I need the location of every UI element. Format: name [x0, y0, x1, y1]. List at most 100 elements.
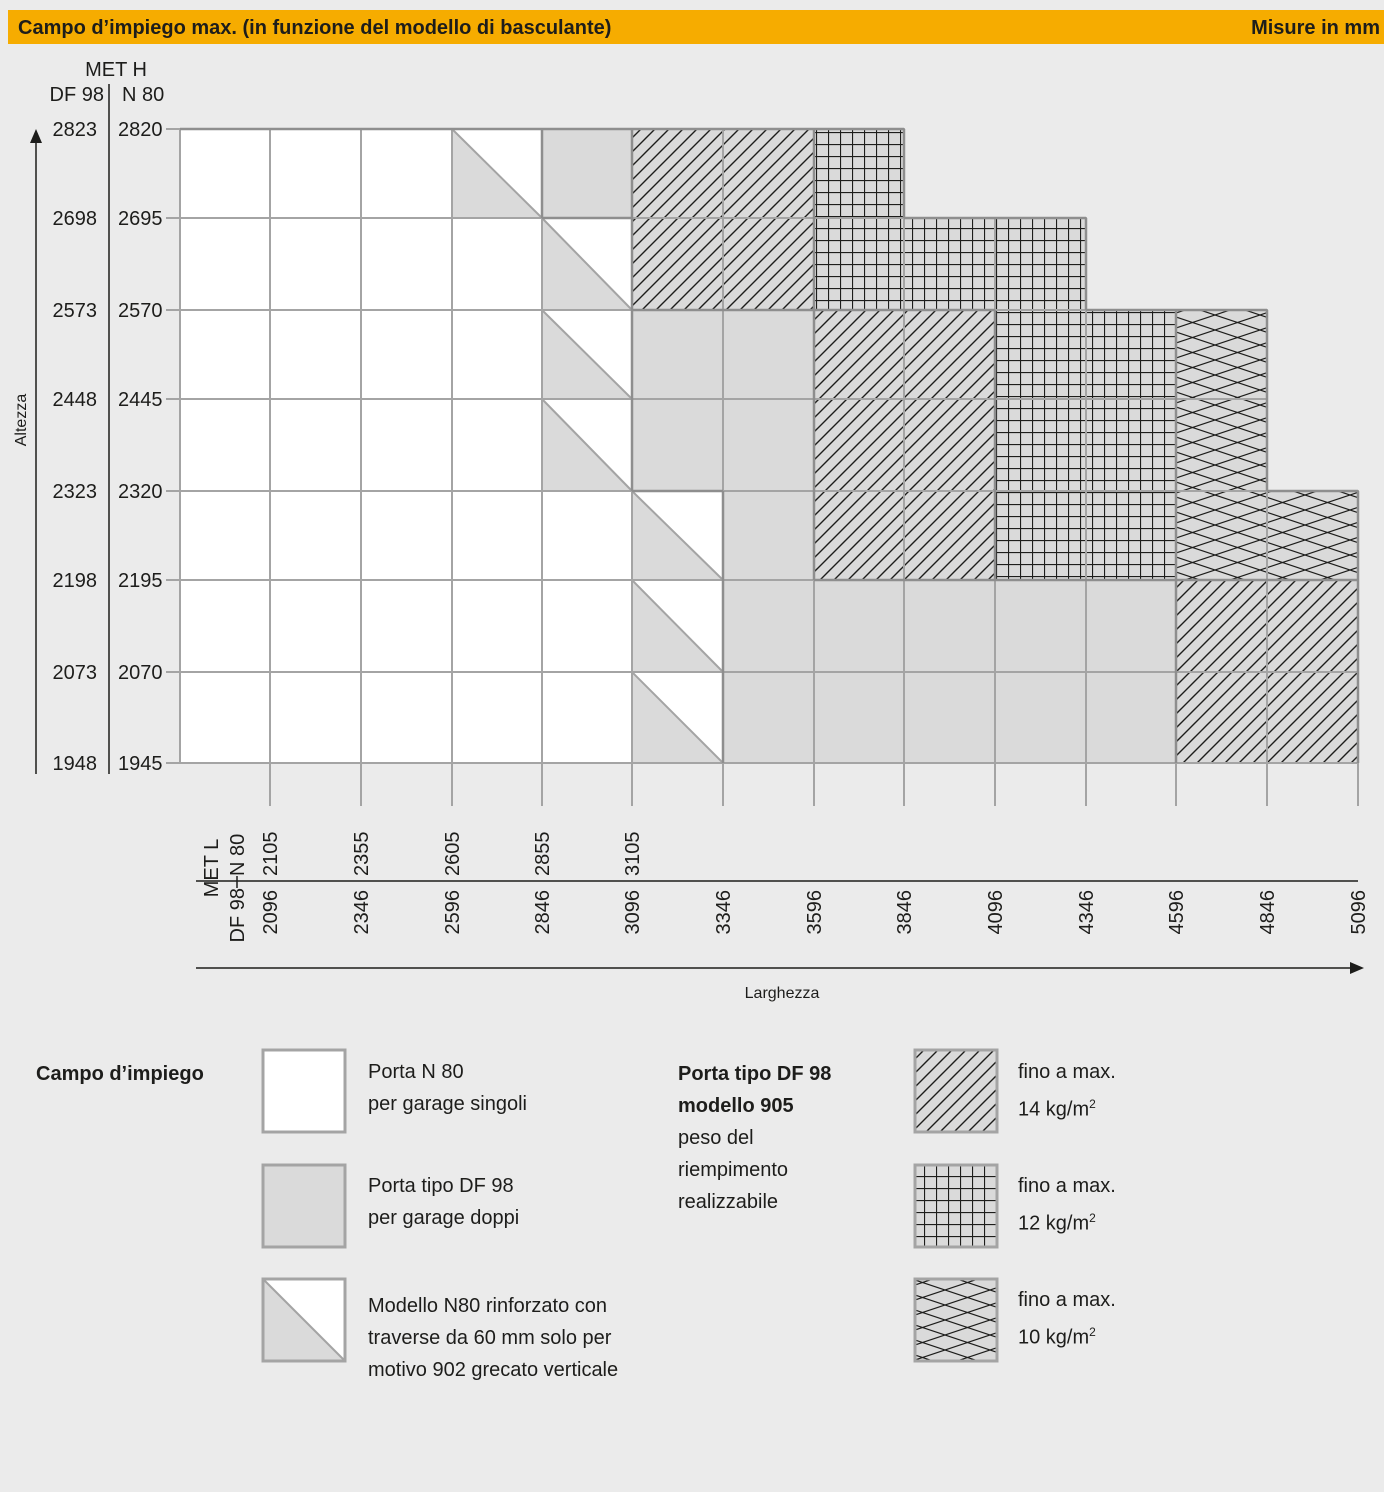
chart-cell-6-6 — [723, 672, 814, 763]
legend-swatch-grey-border — [261, 1163, 347, 1249]
legend-item-line: Modello N80 rinforzato con — [368, 1295, 608, 1317]
chart-cell-2-0 — [180, 310, 270, 399]
chart-cell-3-0 — [180, 399, 270, 491]
chart-cell-6-9 — [995, 672, 1086, 763]
chart-cell-3-6 — [723, 399, 814, 491]
width-tick-df98: 3846 — [894, 890, 916, 935]
width-tick-df98: 2346 — [351, 890, 373, 935]
chart-cell-4-9 — [995, 491, 1086, 580]
chart-cell-4-2 — [361, 491, 452, 580]
width-axis-label: Larghezza — [745, 985, 820, 1002]
chart-cell-6-7 — [814, 672, 904, 763]
chart-cell-3-9 — [995, 399, 1086, 491]
width-tick-df98: 5096 — [1348, 890, 1370, 935]
chart-cell-3-3 — [452, 399, 542, 491]
legend-item-line: Porta tipo DF 98 — [368, 1175, 514, 1197]
legend-swatch-grid-border — [913, 1163, 999, 1249]
chart-cell-1-0 — [180, 218, 270, 310]
chart-cell-6-0 — [180, 672, 270, 763]
width-tick-df98: 2596 — [442, 890, 464, 935]
width-tick-df98: 3596 — [804, 890, 826, 935]
chart-cell-4-7 — [814, 491, 904, 580]
cell-split-line — [541, 398, 633, 492]
chart-cell-5-0 — [180, 580, 270, 672]
width-arrow-head — [1350, 962, 1364, 974]
chart-cell-6-11 — [1176, 672, 1267, 763]
height-df98-label: DF 98 — [50, 84, 104, 106]
legend-swatch-diagonal-border — [913, 1048, 999, 1134]
cell-split-line — [631, 579, 724, 673]
legend-item-n80: Porta N 80 per garage singoli — [368, 1056, 527, 1120]
legend-item-line: Porta N 80 — [368, 1061, 464, 1083]
chart-cell-1-7 — [814, 218, 904, 310]
height-tick-n80: 2070 — [118, 662, 163, 684]
chart-cell-5-7 — [814, 580, 904, 672]
cell-split-line — [541, 217, 633, 311]
chart-cell-0-4 — [542, 129, 632, 218]
width-tick-df98: 3346 — [713, 890, 735, 935]
cell-split-line — [631, 671, 724, 764]
chart-cell-4-8 — [904, 491, 995, 580]
height-tick-df98: 2198 — [53, 570, 98, 592]
chart-cell-2-8 — [904, 310, 995, 399]
legend-swatch-grey — [263, 1165, 345, 1247]
legend-item-n80-reinforced: Modello N80 rinforzato con traverse da 6… — [368, 1290, 618, 1386]
chart-cell-0-1 — [270, 129, 361, 218]
chart-cell-6-10 — [1086, 672, 1176, 763]
chart-cell-3-7 — [814, 399, 904, 491]
chart-cell-5-1 — [270, 580, 361, 672]
legend-section-label: Campo d’impiego — [36, 1063, 204, 1085]
width-tick-n80: 2605 — [442, 832, 464, 877]
legend-weight-value: 12 kg/m — [1018, 1212, 1090, 1235]
chart-cell-0-7 — [814, 129, 904, 218]
chart-cell-3-11 — [1176, 399, 1267, 491]
chart-cell-2-5 — [632, 310, 723, 399]
width-tick-n80: 2355 — [351, 832, 373, 877]
chart-cell-3-1 — [270, 399, 361, 491]
legend-swatch-cross — [915, 1279, 997, 1361]
chart-cell-5-3 — [452, 580, 542, 672]
height-tick-n80: 2695 — [118, 208, 163, 230]
chart-grid — [179, 127, 1360, 764]
legend-weight-14: fino a max. 14 kg/m2 — [1018, 1056, 1116, 1126]
cell-split-line — [631, 490, 724, 581]
legend-swatch-grid — [915, 1165, 997, 1247]
chart-axes: MET H DF 98 N 80 Altezza 2823 2698 2573 2448 232… — [13, 59, 1370, 1002]
width-tick-n80: 3105 — [622, 832, 644, 877]
legend-weight-value: 10 kg/m — [1018, 1326, 1090, 1349]
legend-weight-10: fino a max. 10 kg/m2 — [1018, 1284, 1116, 1354]
height-tick-df98: 2448 — [53, 389, 98, 411]
page-title: Campo d’impiego max. (in funzione del mo… — [18, 17, 612, 39]
width-tick-n80: 2105 — [260, 832, 282, 877]
legend-weight-exponent: 2 — [1089, 1097, 1096, 1111]
cell-split-line — [262, 1278, 346, 1362]
chart-cell-4-0 — [180, 491, 270, 580]
legend-weight-exponent: 2 — [1089, 1211, 1096, 1225]
chart-cell-0-6 — [723, 129, 814, 218]
legend-swatch-split-border — [261, 1277, 347, 1363]
chart-cell-2-2 — [361, 310, 452, 399]
chart-cell-5-9 — [995, 580, 1086, 672]
legend-df98-model: modello 905 — [678, 1095, 794, 1117]
chart-cell-4-10 — [1086, 491, 1176, 580]
legend-df98-line: riempimento — [678, 1159, 789, 1181]
legend-swatch-diagonal — [915, 1050, 997, 1132]
chart-cell-6-3 — [452, 672, 542, 763]
chart-cell-4-1 — [270, 491, 361, 580]
chart-cell-3-8 — [904, 399, 995, 491]
chart-cell-6-8 — [904, 672, 995, 763]
width-tick-df98: 3096 — [622, 890, 644, 935]
legend-df98-line: peso del — [678, 1127, 754, 1149]
legend-df98-905: Porta tipo DF 98 modello 905 peso del ri… — [678, 1058, 831, 1218]
chart-cell-4-11 — [1176, 491, 1267, 580]
chart-cell-2-7 — [814, 310, 904, 399]
units-note: Misure in mm — [1251, 17, 1380, 39]
height-tick-df98: 2573 — [53, 300, 98, 322]
legend-df98-title: Porta tipo DF 98 — [678, 1063, 832, 1085]
width-n80-label: N 80 — [227, 834, 249, 876]
chart-cell-3-2 — [361, 399, 452, 491]
chart-cell-0-2 — [361, 129, 452, 218]
chart-cell-1-9 — [995, 218, 1086, 310]
height-tick-df98: 2073 — [53, 662, 98, 684]
chart-cell-4-6 — [723, 491, 814, 580]
